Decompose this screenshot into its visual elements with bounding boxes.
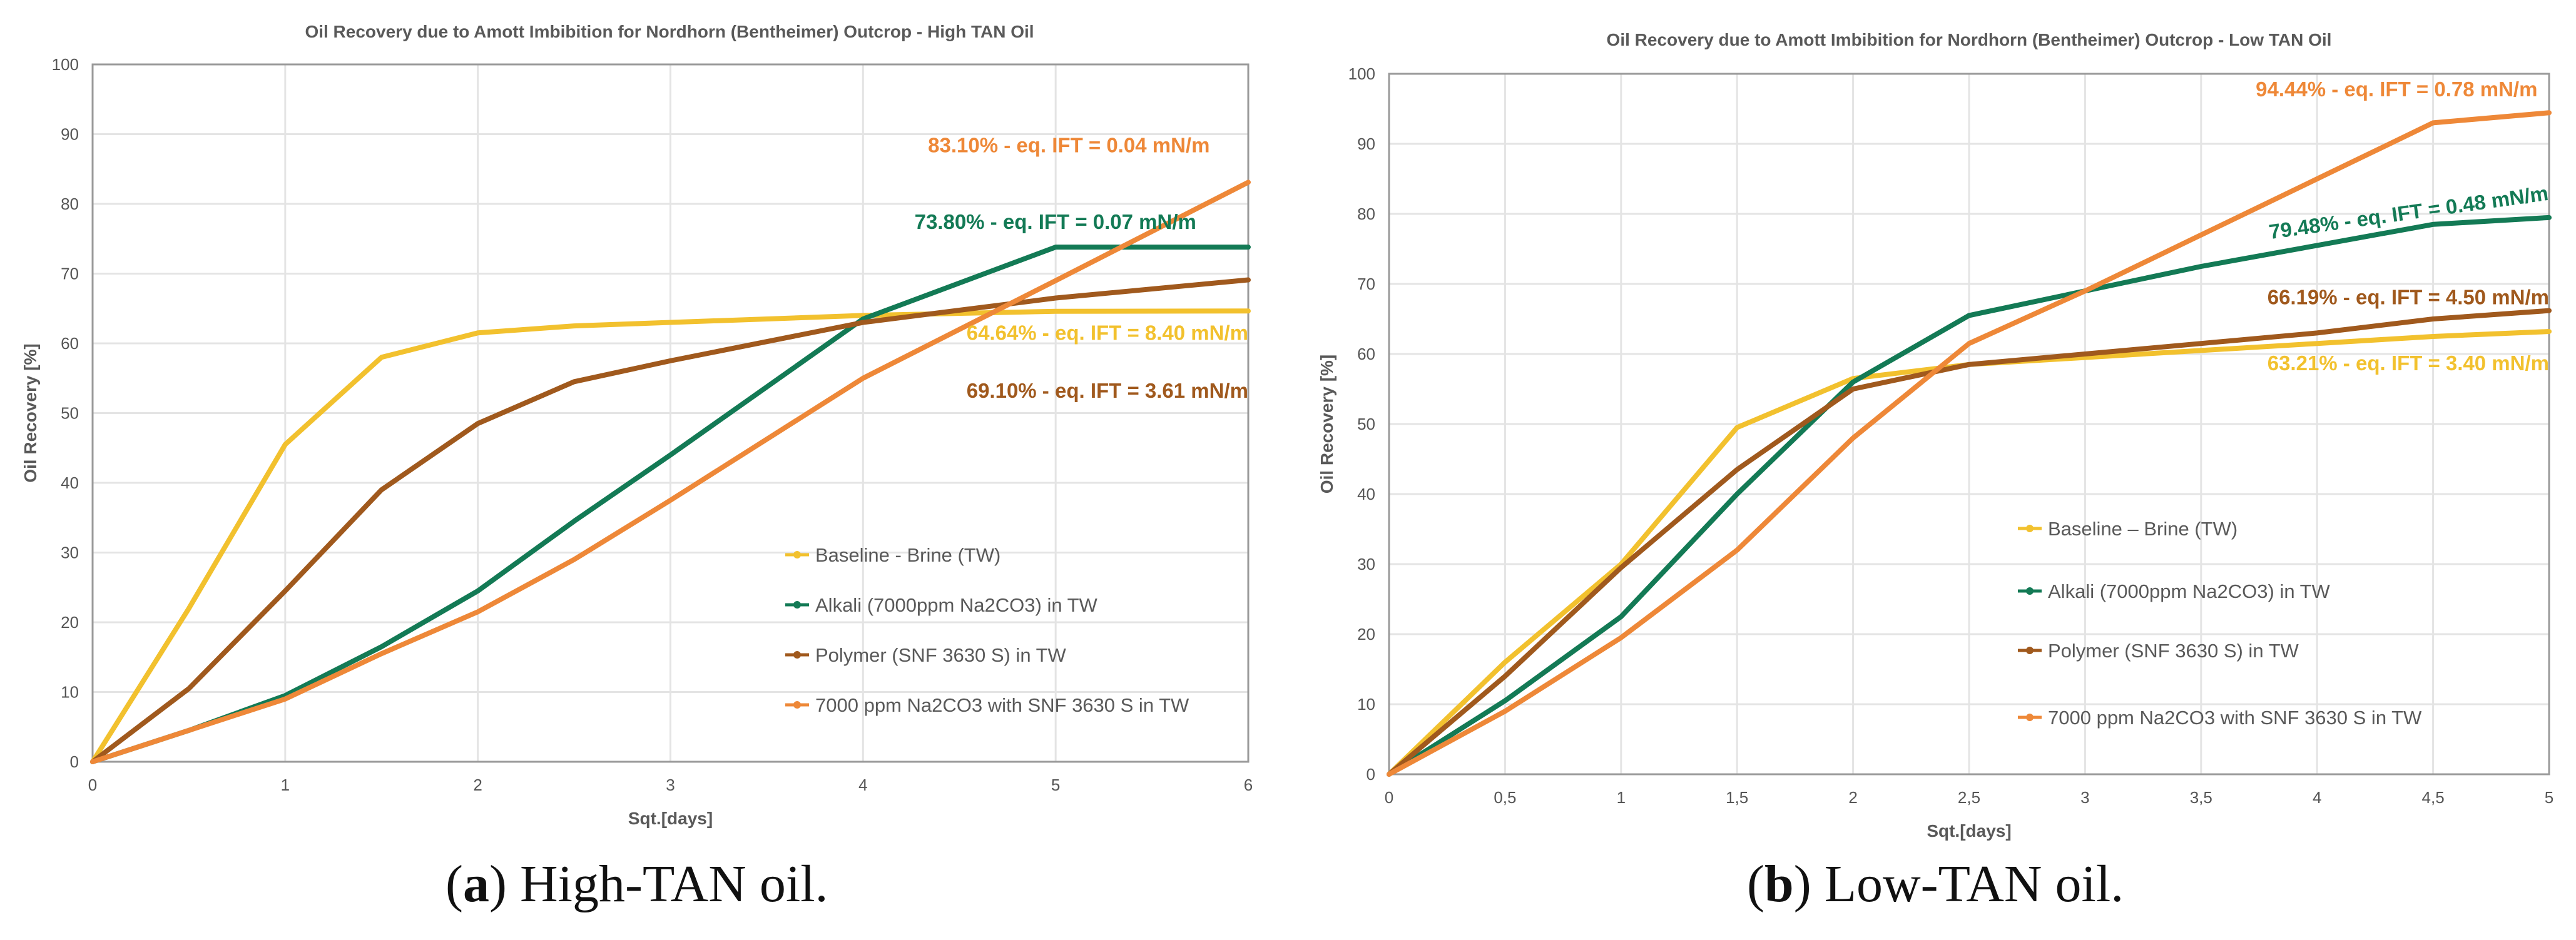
y-tick-label: 70 [61,265,79,283]
y-tick-label: 10 [61,683,79,702]
y-tick-label: 80 [1357,205,1375,223]
caption-a-close: ) [489,855,507,913]
legend-label: Alkali (7000ppm Na2CO3) in TW [815,594,1098,616]
y-tick-label: 30 [1357,555,1375,574]
y-tick-label: 40 [1357,485,1375,503]
x-tick-label: 3 [2080,788,2089,807]
x-tick-label: 2 [1848,788,1857,807]
legend-marker-polymer [793,651,801,659]
caption-b-open: ( [1747,855,1764,913]
y-tick-label: 50 [1357,415,1375,433]
y-tick-label: 100 [1348,64,1375,83]
annotation-alkali: 73.80% - eq. IFT = 0.07 mN/m [915,210,1196,233]
legend-label: Baseline - Brine (TW) [815,544,1000,566]
y-tick-label: 10 [1357,695,1375,714]
x-tick-label: 3 [666,776,675,794]
x-tick-label: 3,5 [2190,788,2212,807]
caption-a: (a) High-TAN oil. [445,854,828,914]
legend-label: Polymer (SNF 3630 S) in TW [2048,640,2299,662]
caption-b-letter: b [1764,855,1794,913]
legend-marker-baseline [793,551,801,558]
plot-frame [1388,73,2550,776]
annotation-baseline: 63.21% - eq. IFT = 3.40 mN/m [2268,351,2549,375]
caption-a-open: ( [445,855,463,913]
y-tick-label: 60 [1357,345,1375,363]
annotation-polymer: 66.19% - eq. IFT = 4.50 mN/m [2268,285,2549,308]
legend-label: Alkali (7000ppm Na2CO3) in TW [2048,580,2331,602]
legend-marker-alkali [2026,587,2034,595]
legend-marker-polymer [2026,647,2034,654]
y-tick-label: 50 [61,404,79,423]
y-axis-label: Oil Recovery [%] [1317,355,1336,494]
y-axis-label: Oil Recovery [%] [21,343,40,483]
plot-frame [91,63,1250,763]
x-axis-label: Sqt.[days] [628,809,713,828]
y-tick-label: 90 [1357,134,1375,153]
x-tick-label: 1 [281,776,290,794]
legend-marker-alkali [793,601,801,609]
x-tick-label: 1 [1617,788,1626,807]
chart-high-tan: 0 10 20 30 40 50 60 70 80 90 100 0 1 2 3 4 5 6 Oil Recover… [21,22,1253,828]
y-tick-label: 70 [1357,275,1375,293]
y-tick-label: 40 [61,473,79,492]
y-tick-label: 80 [61,195,79,213]
y-tick-label: 90 [61,125,79,144]
legend-label: Polymer (SNF 3630 S) in TW [815,644,1067,666]
x-tick-label: 0 [88,776,97,794]
annotation-combo: 94.44% - eq. IFT = 0.78 mN/m [2256,78,2537,101]
y-tick-label: 60 [61,334,79,353]
chart-title: Oil Recovery due to Amott Imbibition for… [1607,30,2332,49]
series-line-polymer [1387,308,2552,777]
caption-b-close: ) [1793,855,1811,913]
y-tick-label: 0 [1367,765,1375,784]
series-line-alkali [1387,215,2552,777]
x-tick-label: 2,5 [1958,788,1980,807]
legend-marker-combo [2026,714,2034,721]
x-tick-label: 4 [2313,788,2321,807]
x-tick-label: 5 [1051,776,1060,794]
caption-a-text: High-TAN oil. [506,855,828,913]
x-tick-label: 5 [2545,788,2553,807]
x-tick-label: 0 [1385,788,1393,807]
series-line-baseline [90,308,1251,764]
legend-label: 7000 ppm Na2CO3 with SNF 3630 S in TW [2048,707,2422,729]
x-tick-label: 0,5 [1494,788,1516,807]
caption-a-letter: a [462,855,489,913]
series-line-polymer [90,277,1251,764]
series-line-combo [90,179,1251,764]
x-tick-label: 1,5 [1726,788,1748,807]
x-axis-label: Sqt.[days] [1927,821,2011,841]
annotation-polymer: 69.10% - eq. IFT = 3.61 mN/m [967,379,1248,402]
x-tick-label: 4,5 [2422,788,2445,807]
annotation-baseline: 64.64% - eq. IFT = 8.40 mN/m [967,321,1248,344]
annotation-alkali: 79.48% - eq. IFT = 0.48 mN/m [2268,181,2550,243]
y-tick-label: 20 [1357,625,1375,644]
legend-marker-combo [793,701,801,709]
caption-b-text: Low-TAN oil. [1811,855,2124,913]
x-tick-label: 4 [858,776,867,794]
chart-low-tan: 0 10 20 30 40 50 60 70 80 90 100 0 0,5 1 1,5 2 2,5 3 3,5 4 4… [1317,30,2553,841]
annotation-combo: 83.10% - eq. IFT = 0.04 mN/m [928,133,1209,156]
x-tick-label: 2 [473,776,482,794]
caption-b: (b) Low-TAN oil. [1747,854,2124,914]
chart-title: Oil Recovery due to Amott Imbibition for… [305,22,1034,41]
y-tick-label: 20 [61,613,79,632]
y-tick-label: 100 [52,55,79,74]
legend-label: 7000 ppm Na2CO3 with SNF 3630 S in TW [815,694,1189,716]
x-tick-label: 6 [1244,776,1253,794]
y-tick-label: 0 [70,752,79,771]
legend-label: Baseline – Brine (TW) [2048,518,2237,540]
legend-marker-baseline [2026,525,2034,532]
series-line-combo [1387,110,2552,777]
y-tick-label: 30 [61,543,79,562]
